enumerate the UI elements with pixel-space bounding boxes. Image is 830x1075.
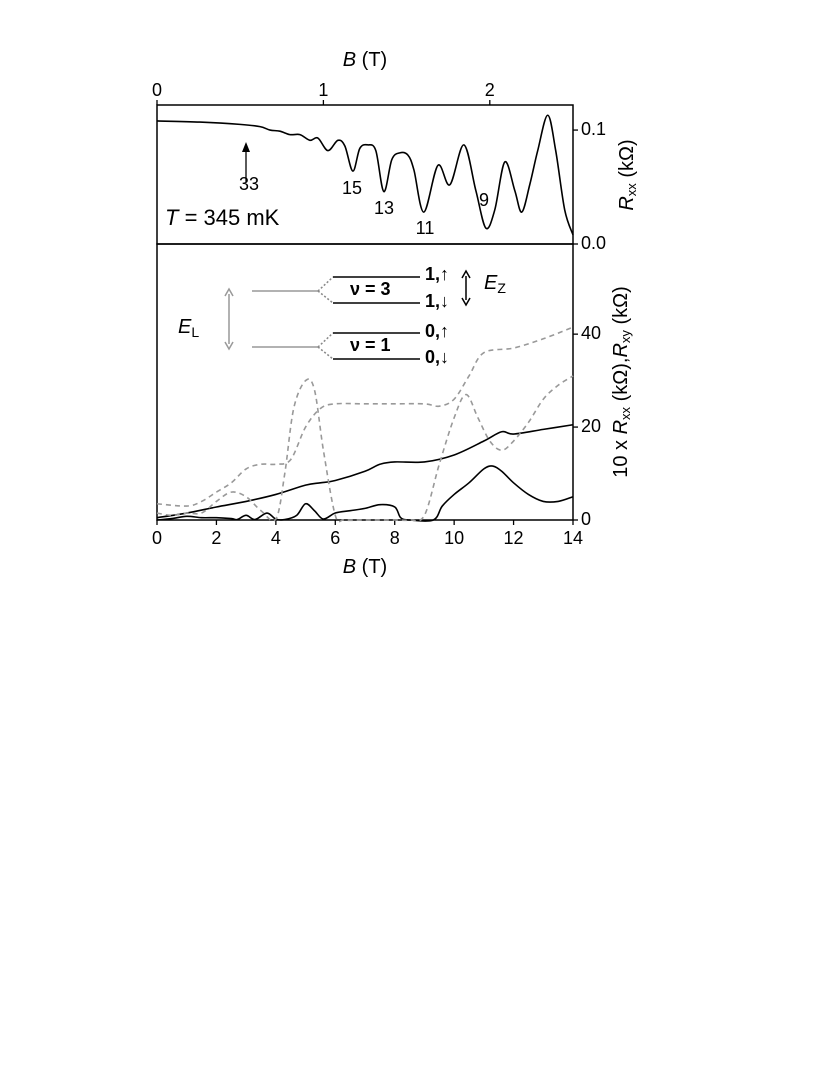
data-line (156, 375, 574, 523)
annotation: 33 (239, 174, 259, 194)
y-tick-label: 0.0 (581, 233, 606, 253)
label-part: L (191, 324, 199, 340)
plot-frame (156, 243, 574, 521)
label-part: xx (624, 183, 639, 197)
label-part: B (343, 49, 356, 71)
x-tick-label: 2 (485, 80, 495, 100)
label-part: B (343, 556, 356, 578)
data-line (156, 465, 574, 522)
level-label: ν = 3 (350, 279, 391, 299)
level-label: ν = 1 (350, 335, 391, 355)
label-part: 10 x (610, 434, 632, 477)
label-part: R (616, 196, 638, 210)
zeeman-label: EZ (484, 272, 506, 295)
label-part: (kΩ) (610, 286, 632, 330)
arrowhead (242, 142, 250, 152)
x-tick-label: 1 (318, 80, 328, 100)
label-part: E (178, 316, 192, 338)
label-part: R (610, 343, 632, 357)
label-part: (T) (356, 556, 387, 578)
state-label: 1,↑ (425, 264, 449, 284)
x-tick-label: 4 (271, 528, 281, 548)
state-label: 1,↓ (425, 291, 449, 311)
temperature-label: T = 345 mK (165, 205, 280, 230)
x-tick-label: 0 (152, 528, 162, 548)
x-tick-label: 8 (390, 528, 400, 548)
y-tick-label: 0.1 (581, 119, 606, 139)
label-part: xy (618, 330, 633, 344)
x-tick-label: 6 (330, 528, 340, 548)
y-axis-label: 10 x Rxx (kΩ),Rxy (kΩ) (610, 286, 633, 477)
annotation: 11 (416, 218, 435, 238)
y-axis-label: Rxx (kΩ) (616, 139, 639, 210)
level-diagram (224, 269, 471, 360)
x-axis-label: B (T) (343, 556, 387, 578)
x-tick-label: 10 (444, 528, 464, 548)
label-part: (kΩ), (610, 358, 632, 407)
y-tick-label: 40 (581, 323, 601, 343)
x-axis-label: B (T) (343, 49, 387, 71)
label-part: T (165, 205, 180, 230)
state-label: 0,↑ (425, 321, 449, 341)
state-label: 0,↓ (425, 347, 449, 367)
y-tick-label: 20 (581, 416, 601, 436)
label-part: xx (618, 406, 633, 420)
x-tick-label: 0 (152, 80, 162, 100)
annotation: 9 (479, 190, 489, 210)
label-part: = 345 mK (178, 205, 279, 230)
x-tick-label: 14 (563, 528, 583, 548)
annotation: 13 (374, 198, 394, 218)
label-part: Z (497, 280, 506, 296)
data-line (156, 423, 574, 519)
x-tick-label: 12 (504, 528, 524, 548)
x-tick-label: 2 (211, 528, 221, 548)
landau-label: EL (178, 316, 199, 339)
label-part: (T) (356, 49, 387, 71)
label-part: E (484, 272, 498, 294)
y-tick-label: 0 (581, 509, 591, 529)
label-part: R (610, 420, 632, 434)
label-part: (kΩ) (616, 139, 638, 183)
data-line (156, 114, 574, 236)
annotation: 15 (342, 178, 362, 198)
